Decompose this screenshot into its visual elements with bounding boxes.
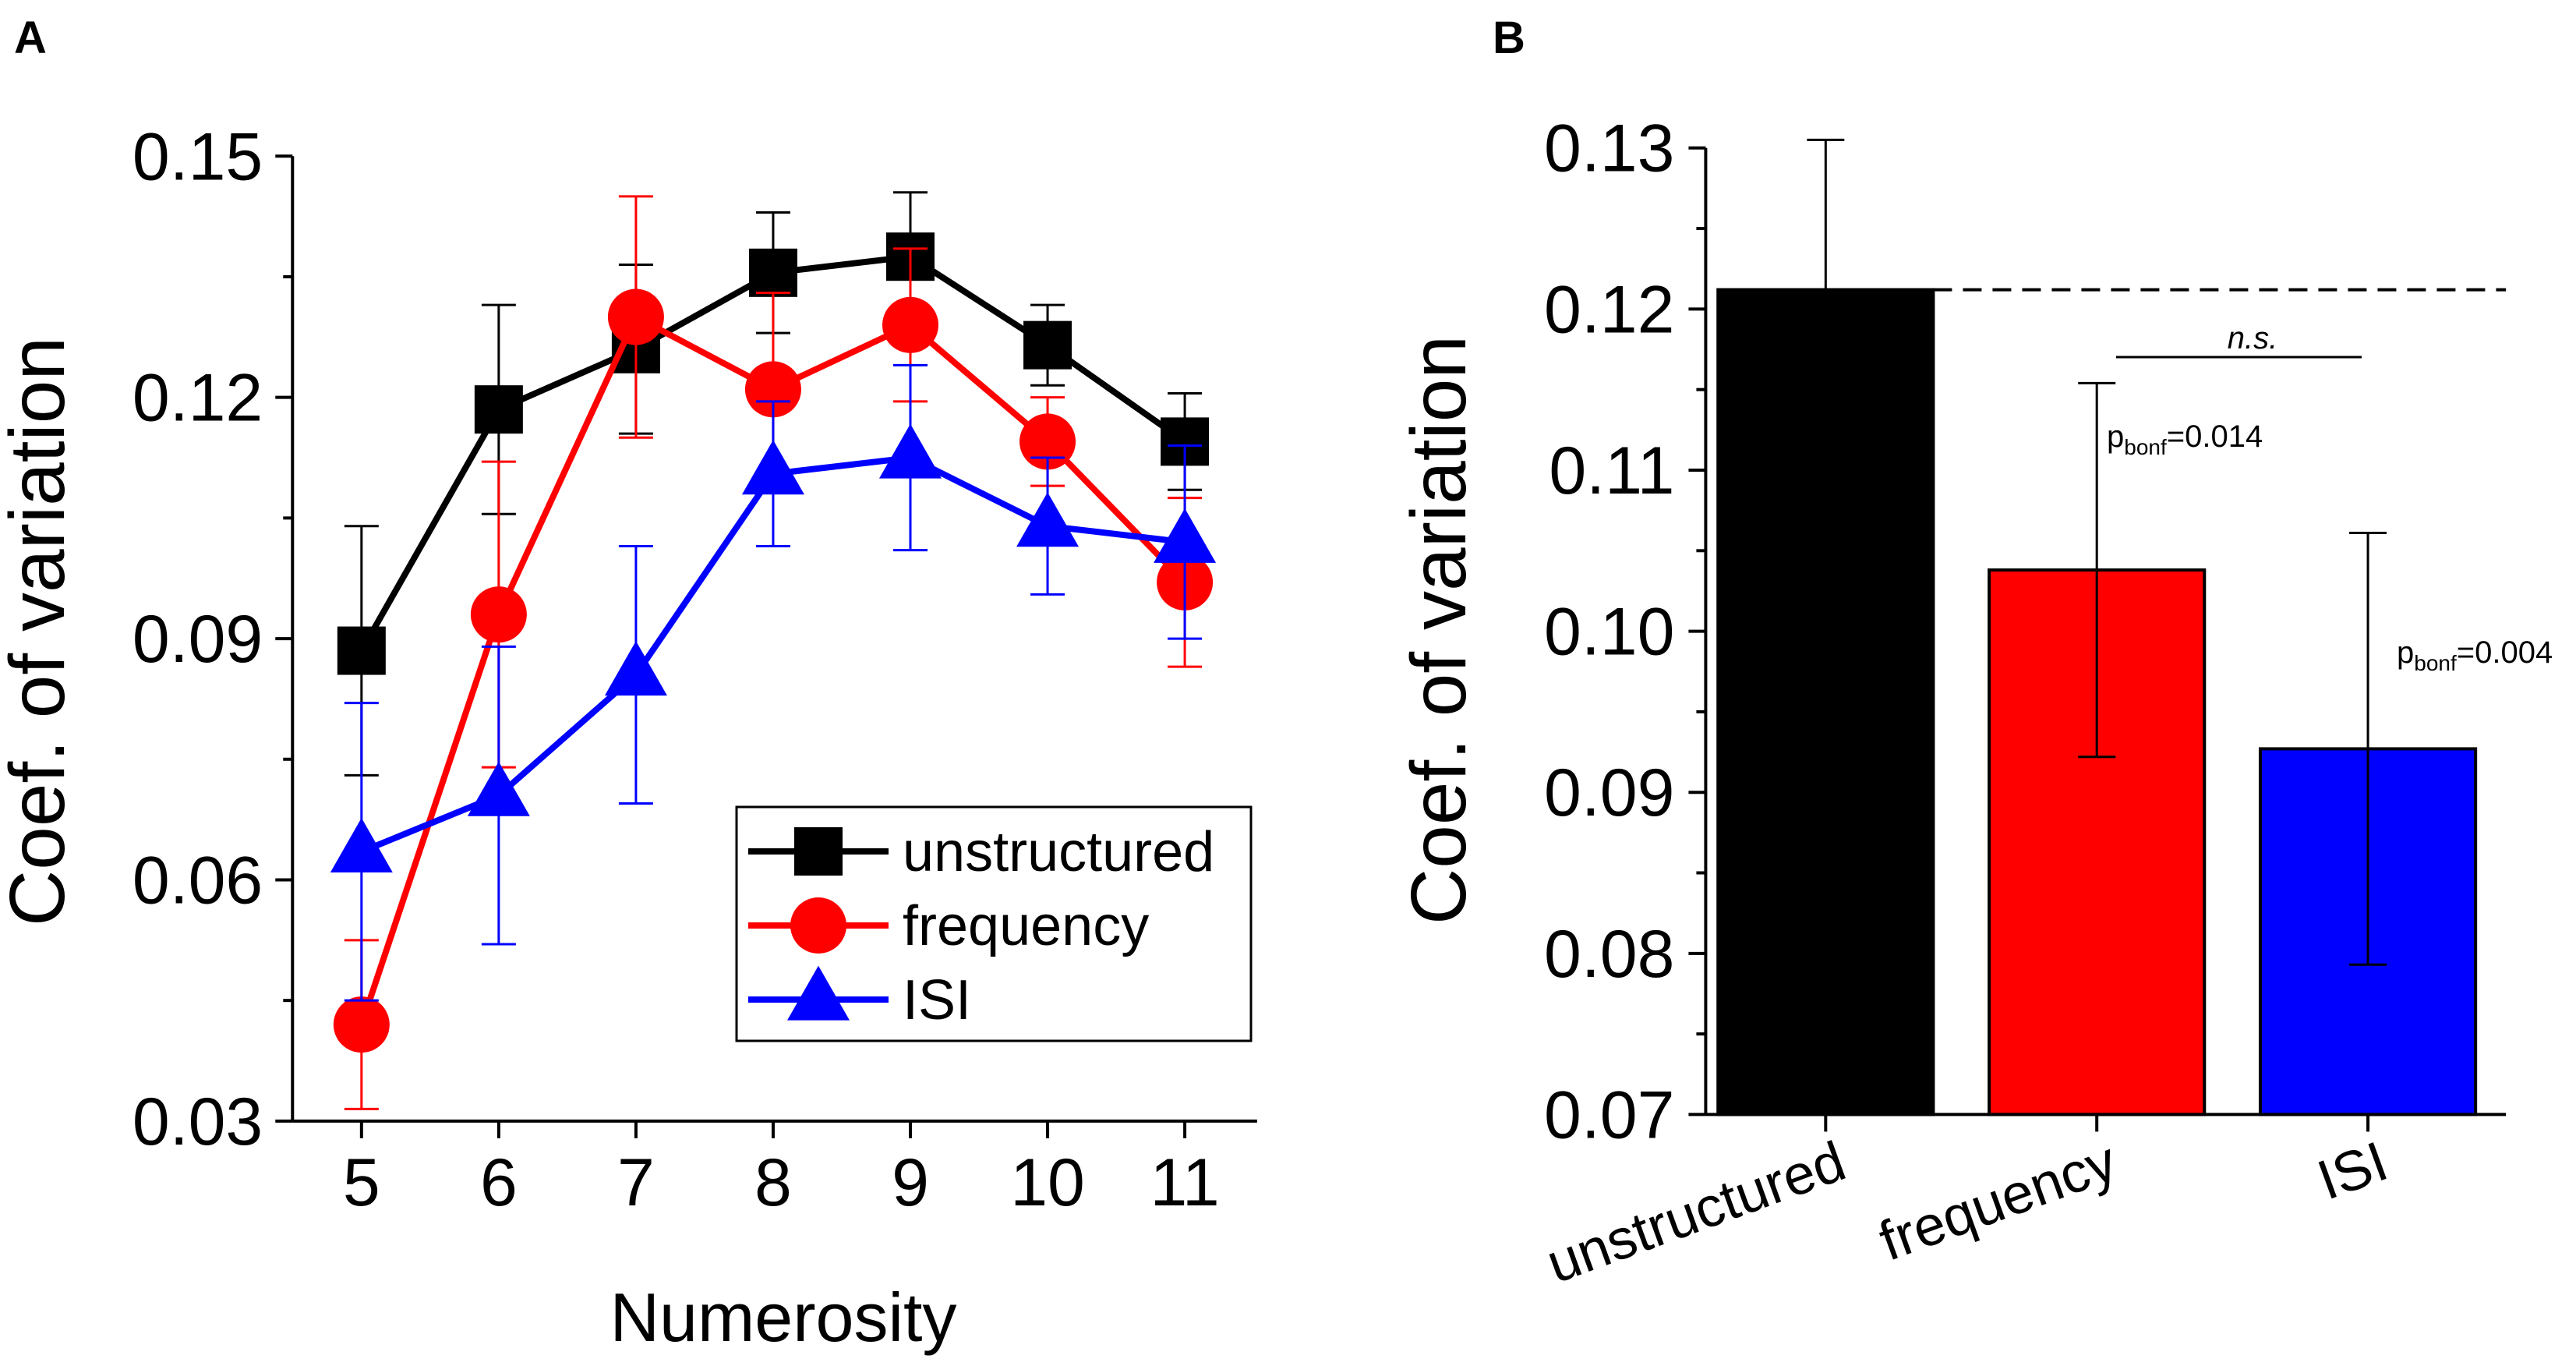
- panel-b-y-axis-label: Coef. of variation: [1395, 335, 1482, 925]
- panel-a: A Coef. of variation Numerosity 0.03 0.06…: [0, 12, 1257, 1356]
- panel-a-y-tick-label: 0.03: [133, 1085, 263, 1159]
- panel-b-bars: [1716, 138, 2478, 1117]
- panel-a-x-tick-label: 8: [754, 1145, 792, 1220]
- data-point-isi: [741, 440, 804, 495]
- panel-a-x-tick-label: 10: [1010, 1145, 1085, 1220]
- legend-marker-isi: [787, 965, 850, 1021]
- series-isi: [330, 363, 1217, 1002]
- p-frequency-value: =0.014: [2167, 419, 2263, 454]
- panel-a-x-tick-label: 7: [617, 1145, 655, 1220]
- data-point-isi: [604, 641, 667, 696]
- data-point-isi: [1154, 508, 1217, 563]
- data-point-unstructured: [1023, 320, 1072, 370]
- panel-b-y-tick-label: 0.08: [1544, 917, 1674, 992]
- panel-b-axes: [1688, 146, 2507, 1132]
- legend-label-isi: ISI: [903, 969, 971, 1032]
- panel-a-y-axis-label: Coef. of variation: [0, 337, 81, 926]
- panel-a-axes: [275, 154, 1257, 1138]
- p-frequency-sub: bonf: [2124, 435, 2167, 459]
- panel-a-x-tick-label: 5: [343, 1145, 380, 1220]
- data-point-isi: [467, 761, 530, 816]
- legend-marker-frequency: [790, 897, 846, 954]
- data-point-isi: [1016, 492, 1080, 547]
- panel-a-x-tick-label: 9: [892, 1145, 929, 1220]
- panel-b-label: B: [1493, 12, 1525, 63]
- p-frequency-p: p: [2107, 419, 2124, 454]
- panel-a-label: A: [14, 12, 47, 63]
- panel-a-y-tick-label: 0.12: [133, 361, 263, 436]
- panel-b-category-label: unstructured: [1539, 1130, 1853, 1295]
- panel-b-category-label: ISI: [2309, 1130, 2395, 1212]
- data-point-frequency: [1019, 413, 1076, 470]
- panel-a-y-tick-label: 0.15: [133, 119, 263, 194]
- panel-b-y-tick-label: 0.13: [1544, 111, 1674, 186]
- p-isi-sub: bonf: [2414, 651, 2457, 675]
- legend-marker-unstructured: [794, 827, 843, 876]
- panel-a-x-tick-label: 11: [1150, 1145, 1219, 1220]
- panel-b-category-label: frequency: [1871, 1130, 2124, 1272]
- panel-a-x-tick-label: 6: [480, 1145, 518, 1220]
- panel-b-y-tick-label: 0.10: [1544, 595, 1674, 670]
- panel-b-y-tick-label: 0.12: [1544, 272, 1674, 347]
- p-frequency-annotation: pbonf=0.014: [2107, 419, 2263, 459]
- panel-a-y-tick-label: 0.06: [133, 843, 263, 918]
- panel-a-y-tick-label: 0.09: [133, 602, 263, 677]
- data-point-unstructured: [337, 626, 386, 675]
- data-point-frequency: [470, 586, 527, 643]
- panel-b-y-tick-label: 0.11: [1549, 434, 1674, 508]
- data-point-isi: [878, 423, 942, 479]
- p-isi-annotation: pbonf=0.004: [2397, 635, 2553, 675]
- panel-b-y-tick-label: 0.09: [1544, 756, 1674, 830]
- legend-label-frequency: frequency: [903, 895, 1149, 957]
- data-point-frequency: [744, 361, 801, 418]
- panel-a-tick-labels: 0.03 0.06 0.09 0.12 0.15 5 6 7 8 9 10 11: [133, 119, 1220, 1220]
- p-isi-value: =0.004: [2457, 635, 2553, 670]
- data-point-unstructured: [748, 248, 797, 297]
- panel-b: B Coef. of variation 0.07 0.08 0.09 0.10 0.1…: [1395, 12, 2553, 1295]
- data-point-frequency: [882, 296, 938, 353]
- panel-a-x-axis-label: Numerosity: [610, 1279, 957, 1356]
- legend: unstructured frequency ISI: [735, 805, 1253, 1042]
- ns-annotation: n.s.: [2228, 321, 2277, 356]
- data-point-isi: [330, 817, 393, 872]
- p-isi-p: p: [2397, 635, 2414, 670]
- data-point-frequency: [607, 288, 664, 345]
- panel-a-series: [330, 191, 1217, 1110]
- panel-b-y-tick-label: 0.07: [1544, 1078, 1674, 1152]
- legend-label-unstructured: unstructured: [903, 821, 1214, 883]
- data-point-frequency: [333, 996, 390, 1053]
- data-point-unstructured: [474, 385, 523, 434]
